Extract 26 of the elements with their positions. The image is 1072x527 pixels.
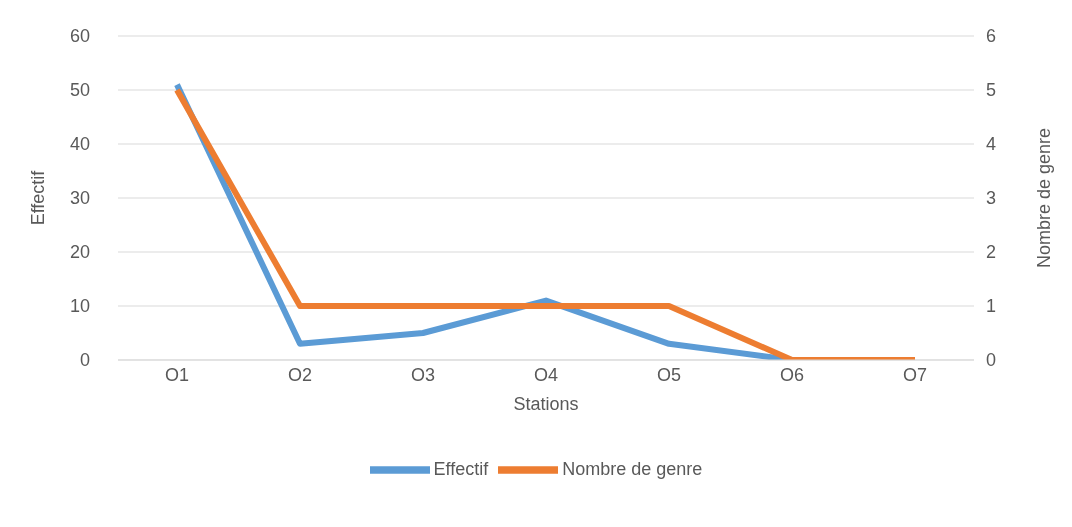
y2-tick-label: 6 xyxy=(986,26,997,47)
y2-tick-label: 3 xyxy=(986,188,997,209)
y2-tick-label: 0 xyxy=(986,350,997,371)
y-tick-label: 20 xyxy=(69,242,90,263)
x-tick-label: O3 xyxy=(410,364,436,385)
y2-axis-title: Nombre de genre xyxy=(1034,127,1055,269)
x-tick-label: O5 xyxy=(656,364,682,385)
y-tick-label: 40 xyxy=(69,134,90,155)
y2-tick-label: 2 xyxy=(986,242,997,263)
y-tick-label: 0 xyxy=(79,350,90,371)
x-tick-label: O2 xyxy=(287,364,313,385)
x-tick-label: O7 xyxy=(902,364,928,385)
y2-tick-label: 5 xyxy=(986,80,997,101)
legend-label: Nombre de genre xyxy=(562,458,703,479)
x-tick-label: O6 xyxy=(779,364,805,385)
y-tick-label: 60 xyxy=(69,26,90,47)
y-axis-title: Effectif xyxy=(28,169,49,226)
y-tick-label: 30 xyxy=(69,188,90,209)
y2-tick-label: 4 xyxy=(986,134,997,155)
legend-label: Effectif xyxy=(433,458,489,479)
x-tick-label: O1 xyxy=(164,364,190,385)
x-tick-label: O4 xyxy=(533,364,559,385)
y2-tick-label: 1 xyxy=(986,296,997,317)
x-axis-title: Stations xyxy=(513,394,579,414)
y-tick-label: 10 xyxy=(69,296,90,317)
y-tick-label: 50 xyxy=(69,80,90,101)
